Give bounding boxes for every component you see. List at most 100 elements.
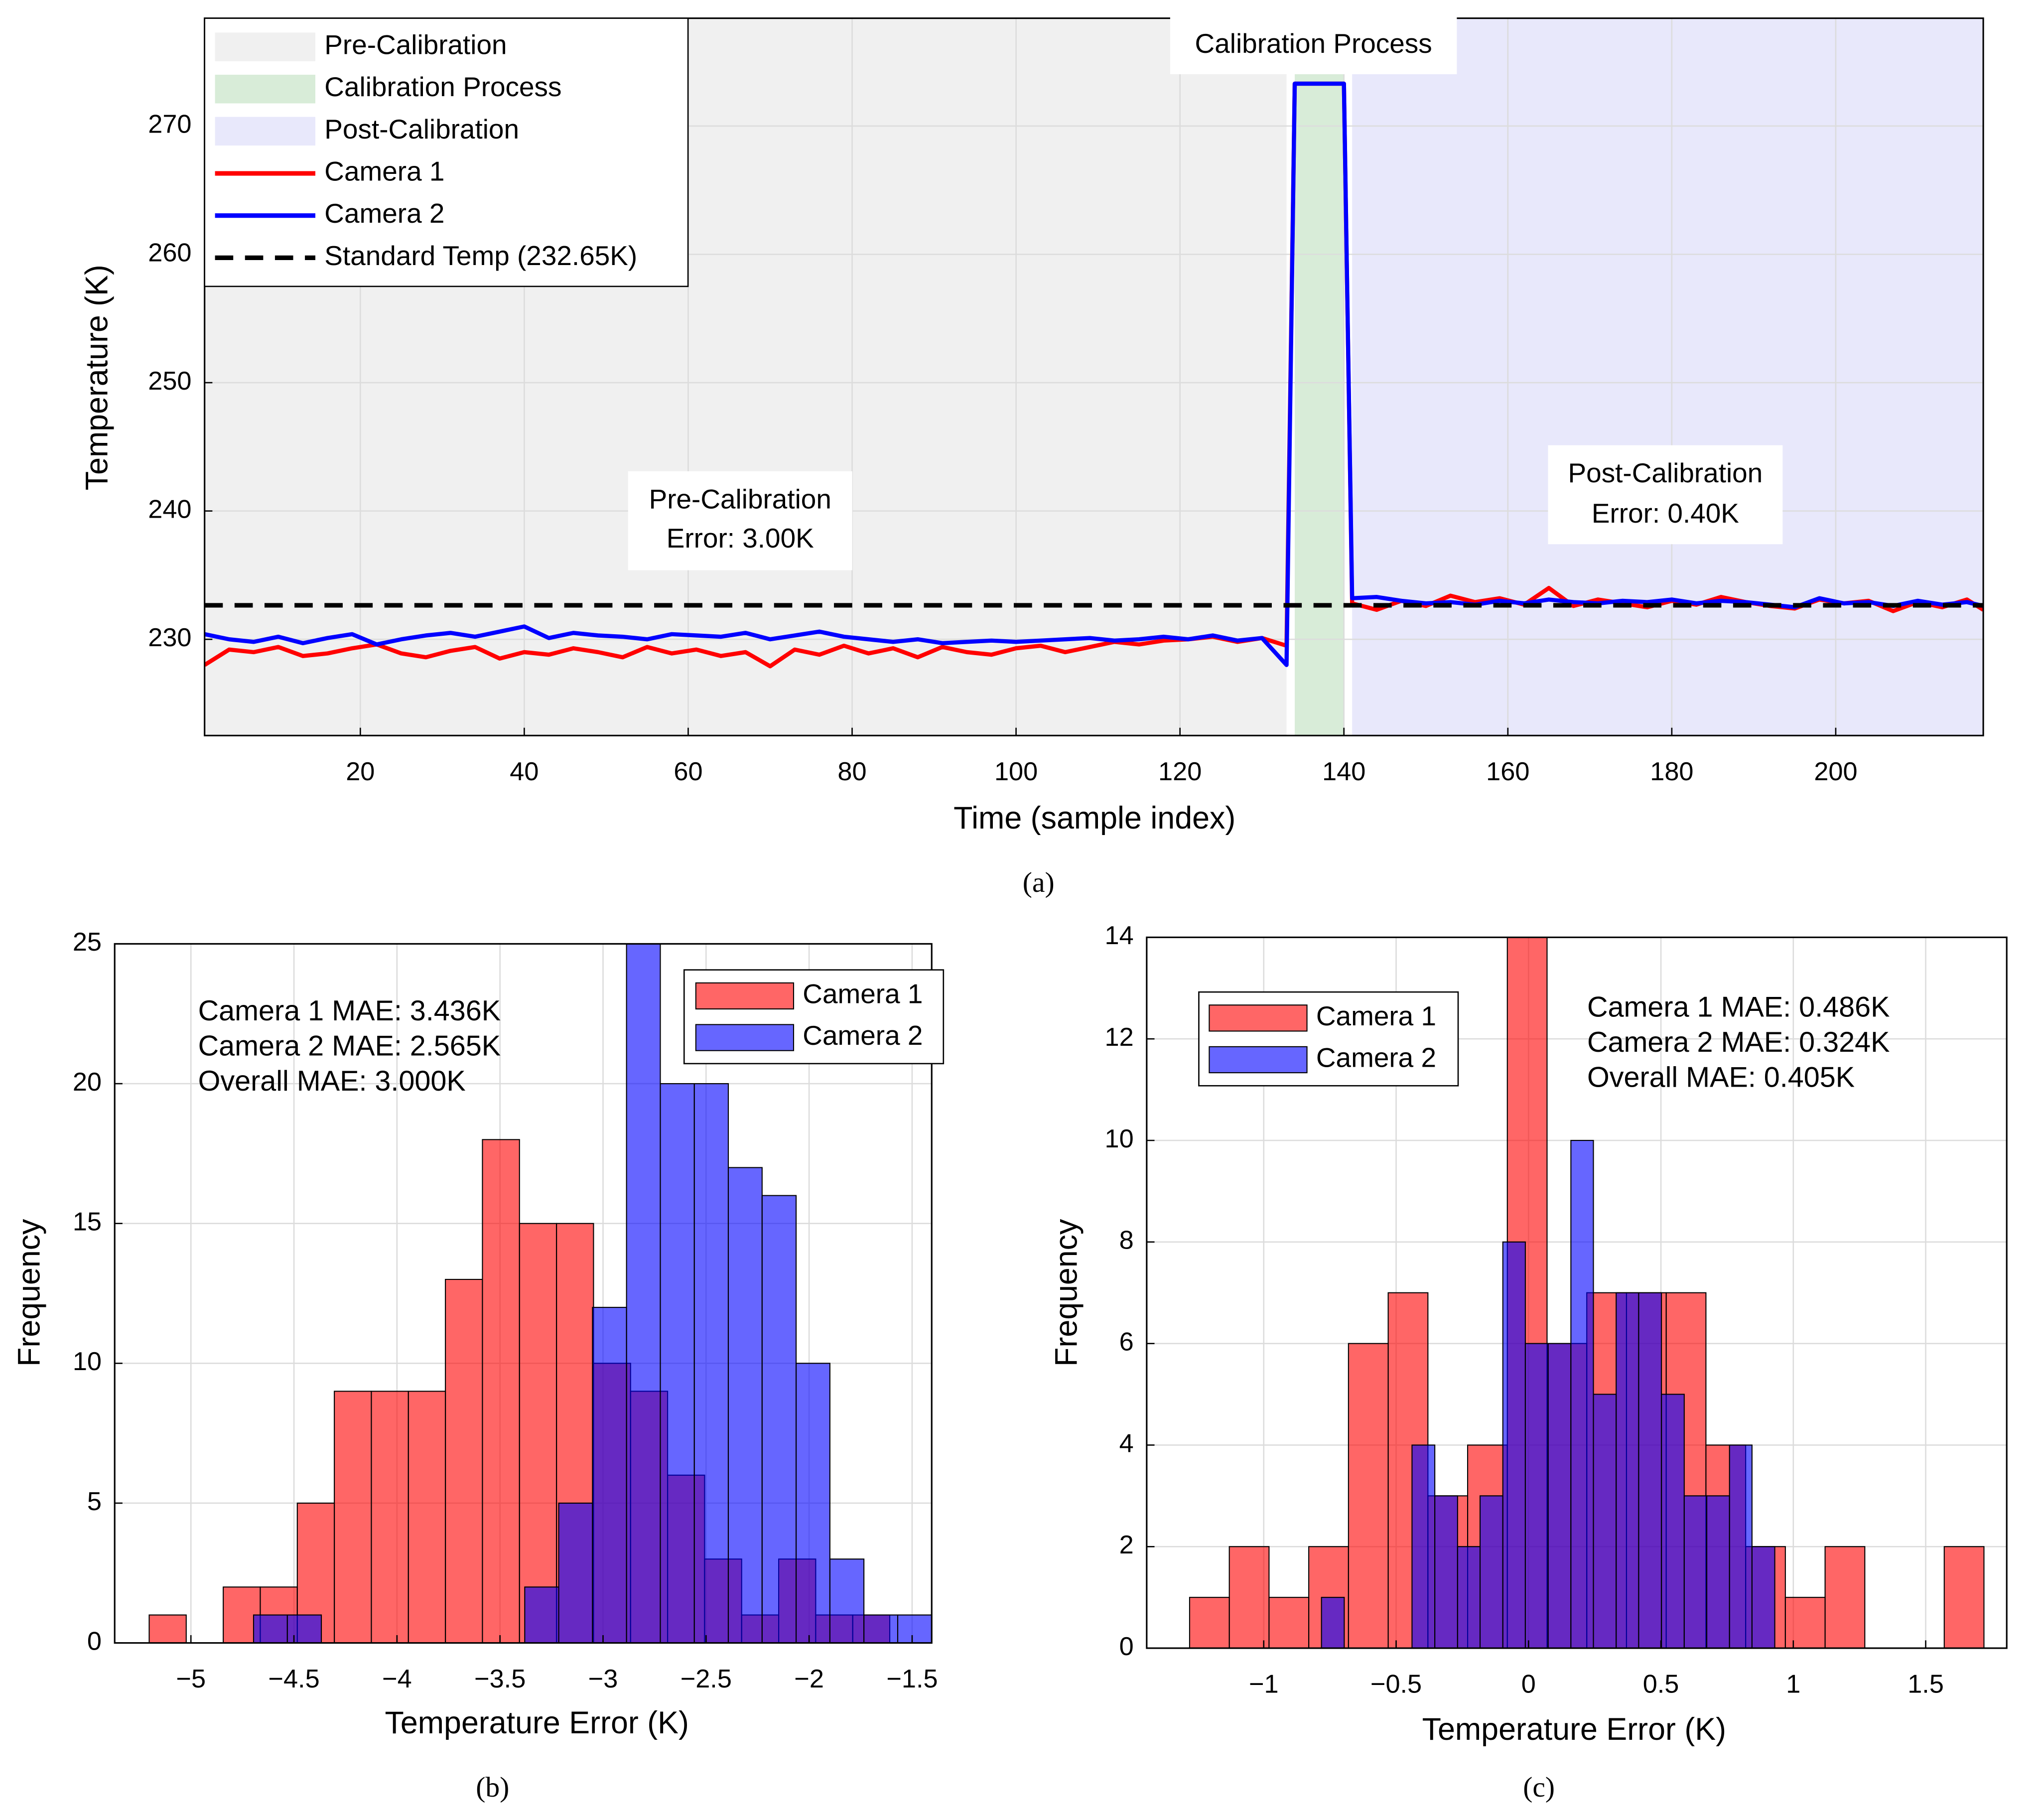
- histogram-bar: [1502, 1241, 1526, 1649]
- y-tick-label: 10: [73, 1347, 102, 1376]
- legend-label: Camera 1: [324, 156, 444, 187]
- y-tick-label: 2: [1119, 1531, 1134, 1559]
- x-tick-label: 0: [1521, 1670, 1536, 1699]
- y-tick-label: 10: [1105, 1124, 1134, 1153]
- histogram-bar: [1751, 1546, 1775, 1649]
- region: [1295, 18, 1344, 736]
- x-tick-label: −2.5: [680, 1665, 732, 1693]
- histogram-bar: [445, 1278, 483, 1643]
- region: [1352, 18, 1984, 736]
- histogram-bar: [1706, 1495, 1730, 1649]
- x-tick-label: 120: [1158, 757, 1202, 786]
- histogram-bar: [1228, 1546, 1270, 1649]
- x-tick-label: −4: [382, 1665, 412, 1693]
- x-tick-label: 200: [1814, 757, 1857, 786]
- y-tick-label: 240: [148, 495, 191, 524]
- histogram-bar: [519, 1223, 557, 1643]
- caption: (a): [1023, 867, 1055, 898]
- y-axis-label: Frequency: [1049, 1219, 1084, 1367]
- histogram-bar: [148, 1614, 187, 1643]
- histogram-bar: [371, 1391, 409, 1643]
- x-tick-label: 140: [1322, 757, 1365, 786]
- annotation: Camera 2 MAE: 0.324K: [1587, 1026, 1890, 1058]
- histogram-bar: [796, 1363, 830, 1643]
- y-axis-label: Frequency: [11, 1219, 46, 1367]
- histogram-bar: [1570, 1139, 1594, 1649]
- annotation: Pre-Calibration: [649, 484, 831, 515]
- legend-label: Camera 2: [1316, 1042, 1436, 1073]
- legend-label: Standard Temp (232.65K): [324, 240, 637, 271]
- x-tick-label: −0.5: [1370, 1670, 1422, 1699]
- y-tick-label: 14: [1105, 921, 1134, 950]
- legend-label: Camera 1: [803, 978, 923, 1009]
- x-tick-label: −1.5: [886, 1665, 938, 1693]
- x-tick-label: 20: [346, 757, 375, 786]
- histogram-bar: [1943, 1546, 1985, 1649]
- annotation-box: [1548, 445, 1783, 545]
- histogram-bar: [253, 1614, 288, 1643]
- x-tick-label: −3.5: [474, 1665, 526, 1693]
- histogram-bar: [897, 1614, 932, 1643]
- x-axis-label: Time (sample index): [953, 801, 1235, 836]
- plot-frame: [114, 943, 933, 1644]
- histogram-bar: [829, 1558, 865, 1643]
- histogram-bar: [1524, 1343, 1549, 1649]
- x-tick-label: 160: [1486, 757, 1529, 786]
- y-tick-label: 270: [148, 110, 191, 139]
- y-tick-label: 5: [87, 1487, 102, 1516]
- caption: (b): [476, 1772, 509, 1803]
- x-tick-label: 100: [994, 757, 1038, 786]
- y-tick-label: 0: [1119, 1632, 1134, 1661]
- histogram-bar: [693, 1083, 729, 1643]
- x-tick-label: 180: [1650, 757, 1693, 786]
- annotation: Calibration Process: [1195, 28, 1432, 59]
- y-tick-label: 260: [148, 238, 191, 267]
- histogram-bar: [1434, 1495, 1458, 1649]
- legend-label: Camera 2: [803, 1020, 923, 1051]
- histogram-bar: [1457, 1546, 1481, 1649]
- legend-swatch: [215, 117, 316, 146]
- histogram-bar: [1189, 1597, 1230, 1649]
- caption: (c): [1523, 1772, 1555, 1803]
- y-tick-label: 250: [148, 367, 191, 396]
- histogram-bar: [482, 1139, 520, 1643]
- annotation: Overall MAE: 3.000K: [198, 1065, 466, 1097]
- histogram-bar: [1824, 1546, 1866, 1649]
- y-tick-label: 15: [73, 1208, 102, 1237]
- annotation: Error: 0.40K: [1592, 498, 1739, 529]
- plot: [1146, 937, 2007, 1649]
- y-tick-label: 12: [1105, 1023, 1134, 1052]
- annotation: Overall MAE: 0.405K: [1587, 1061, 1855, 1093]
- x-tick-label: −2: [794, 1665, 824, 1693]
- plot: [115, 944, 932, 1643]
- y-tick-label: 0: [87, 1627, 102, 1656]
- x-tick-label: −4.5: [268, 1665, 319, 1693]
- histogram-bar: [1411, 1444, 1436, 1649]
- histogram-bar: [592, 1307, 627, 1643]
- legend-label: Calibration Process: [324, 71, 561, 102]
- legend-box: [204, 17, 689, 287]
- histogram-bar: [524, 1586, 559, 1643]
- legend-label: Pre-Calibration: [324, 29, 507, 60]
- histogram-bar: [727, 1167, 763, 1643]
- histogram-bar: [1683, 1495, 1708, 1649]
- annotation: Camera 1 MAE: 3.436K: [198, 995, 501, 1027]
- annotation: Camera 1 MAE: 0.486K: [1587, 991, 1890, 1023]
- legend-swatch: [695, 1024, 795, 1051]
- line-series: [204, 81, 1984, 667]
- x-tick-label: 60: [674, 757, 702, 786]
- y-tick-label: 4: [1119, 1429, 1134, 1458]
- x-tick-label: −1: [1249, 1670, 1279, 1699]
- legend-swatch: [215, 74, 316, 104]
- histogram-bar: [1638, 1292, 1662, 1649]
- histogram-bar: [626, 944, 661, 1643]
- histogram-bar: [761, 1195, 797, 1643]
- x-tick-label: 1: [1786, 1670, 1800, 1699]
- histogram-bar: [1547, 1343, 1572, 1649]
- y-tick-label: 6: [1119, 1327, 1134, 1356]
- x-axis-label: Temperature Error (K): [385, 1705, 688, 1740]
- legend-label: Post-Calibration: [324, 114, 519, 144]
- annotation-box: [628, 471, 852, 570]
- histogram-bar: [1268, 1597, 1310, 1649]
- annotation: Error: 3.00K: [667, 523, 814, 554]
